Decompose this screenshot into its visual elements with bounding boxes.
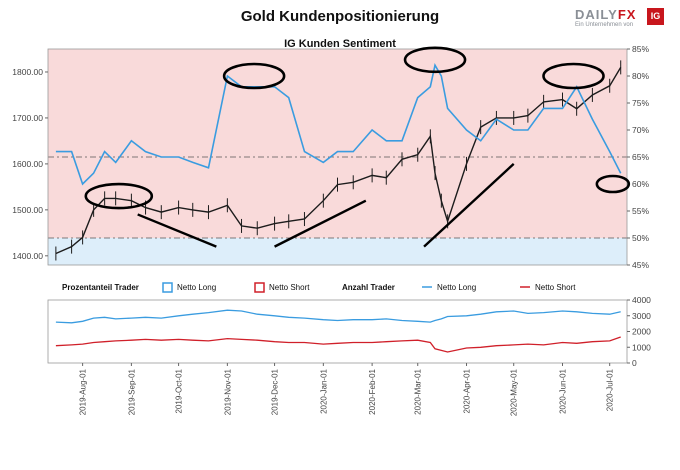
annotation-trendline [137,213,217,248]
x-tick-label: 2020-May-01 [510,368,519,416]
legend-short-count-label: Netto Short [535,283,576,292]
brand-logo: DAILYFX Ein Unternehmen von IG [575,5,675,31]
right-tick-label: 50% [632,233,649,243]
gold-price-line [55,67,622,255]
left-tick-label: 1700.00 [12,113,43,123]
chart-subtitle: IG Kunden Sentiment [284,38,396,50]
x-tick-label: 2020-Jun-01 [558,368,567,413]
x-tick-label: 2020-Apr-01 [463,368,472,413]
x-tick-label: 2019-Dec-01 [271,368,280,415]
annotation-ellipse [84,182,154,210]
x-tick-label: 2019-Nov-01 [223,368,232,415]
x-tick-label: 2020-Jul-01 [606,368,615,411]
annotation-ellipse [595,174,631,194]
x-tick-label: 2020-Jan-01 [319,368,328,413]
ig-badge: IG [647,8,664,25]
count-tick-label: 3000 [632,311,651,321]
right-tick-label: 60% [632,179,649,189]
legend-long-count-label: Netto Long [437,283,476,292]
price-panel: 1400.00 1500.00 1600.00 1700.00 1800.00 45% 50… [12,44,649,270]
count-short-line [55,336,621,353]
annotation-trendline [423,163,515,248]
legend: Prozentanteil Trader Netto Long Netto Sh… [62,282,576,293]
brand-tagline: Ein Unternehmen von [575,22,634,28]
trader-count-panel: 0 1000 2000 3000 4000 2019-Aug-01 2019-Sep-01 2… [47,295,651,416]
x-tick-label: 2019-Oct-01 [175,368,184,413]
right-tick-label: 65% [632,152,649,162]
right-tick-label: 80% [632,71,649,81]
brand-daily-text: DAILY [575,7,618,22]
legend-percent-label: Prozentanteil Trader [62,283,139,292]
count-tick-label: 4000 [632,295,651,305]
annotation-ellipse [542,62,605,90]
count-tick-label: 0 [632,358,637,368]
x-tick-label: 2020-Feb-01 [368,368,377,414]
annotation-trendline [274,199,367,248]
right-tick-label: 45% [632,260,649,270]
netto-long-pct-line [55,63,622,186]
x-tick-label: 2019-Aug-01 [79,368,88,415]
long-zone [48,238,627,265]
legend-short-label: Netto Short [269,283,310,292]
legend-count-label: Anzahl Trader [342,283,395,292]
left-tick-label: 1500.00 [12,205,43,215]
brand-wordmark: DAILYFX [575,7,636,22]
right-tick-label: 85% [632,44,649,54]
right-tick-label: 70% [632,125,649,135]
chart-title: Gold Kundenpositionierung [240,8,440,25]
count-long-line [55,309,621,324]
legend-short-swatch [254,282,265,293]
left-tick-label: 1400.00 [12,251,43,261]
count-tick-label: 1000 [632,342,651,352]
annotation-ellipse [222,62,286,90]
legend-long-swatch [162,282,173,293]
x-tick-label: 2020-Mar-01 [414,368,423,414]
x-tick-label: 2019-Sep-01 [127,368,136,415]
annotation-ellipse [403,46,467,74]
count-frame [47,299,628,364]
right-tick-label: 55% [632,206,649,216]
left-tick-label: 1800.00 [12,67,43,77]
left-tick-label: 1600.00 [12,159,43,169]
count-tick-label: 2000 [632,327,651,337]
right-tick-label: 75% [632,98,649,108]
brand-fx-text: FX [617,7,637,22]
legend-long-label: Netto Long [177,283,216,292]
